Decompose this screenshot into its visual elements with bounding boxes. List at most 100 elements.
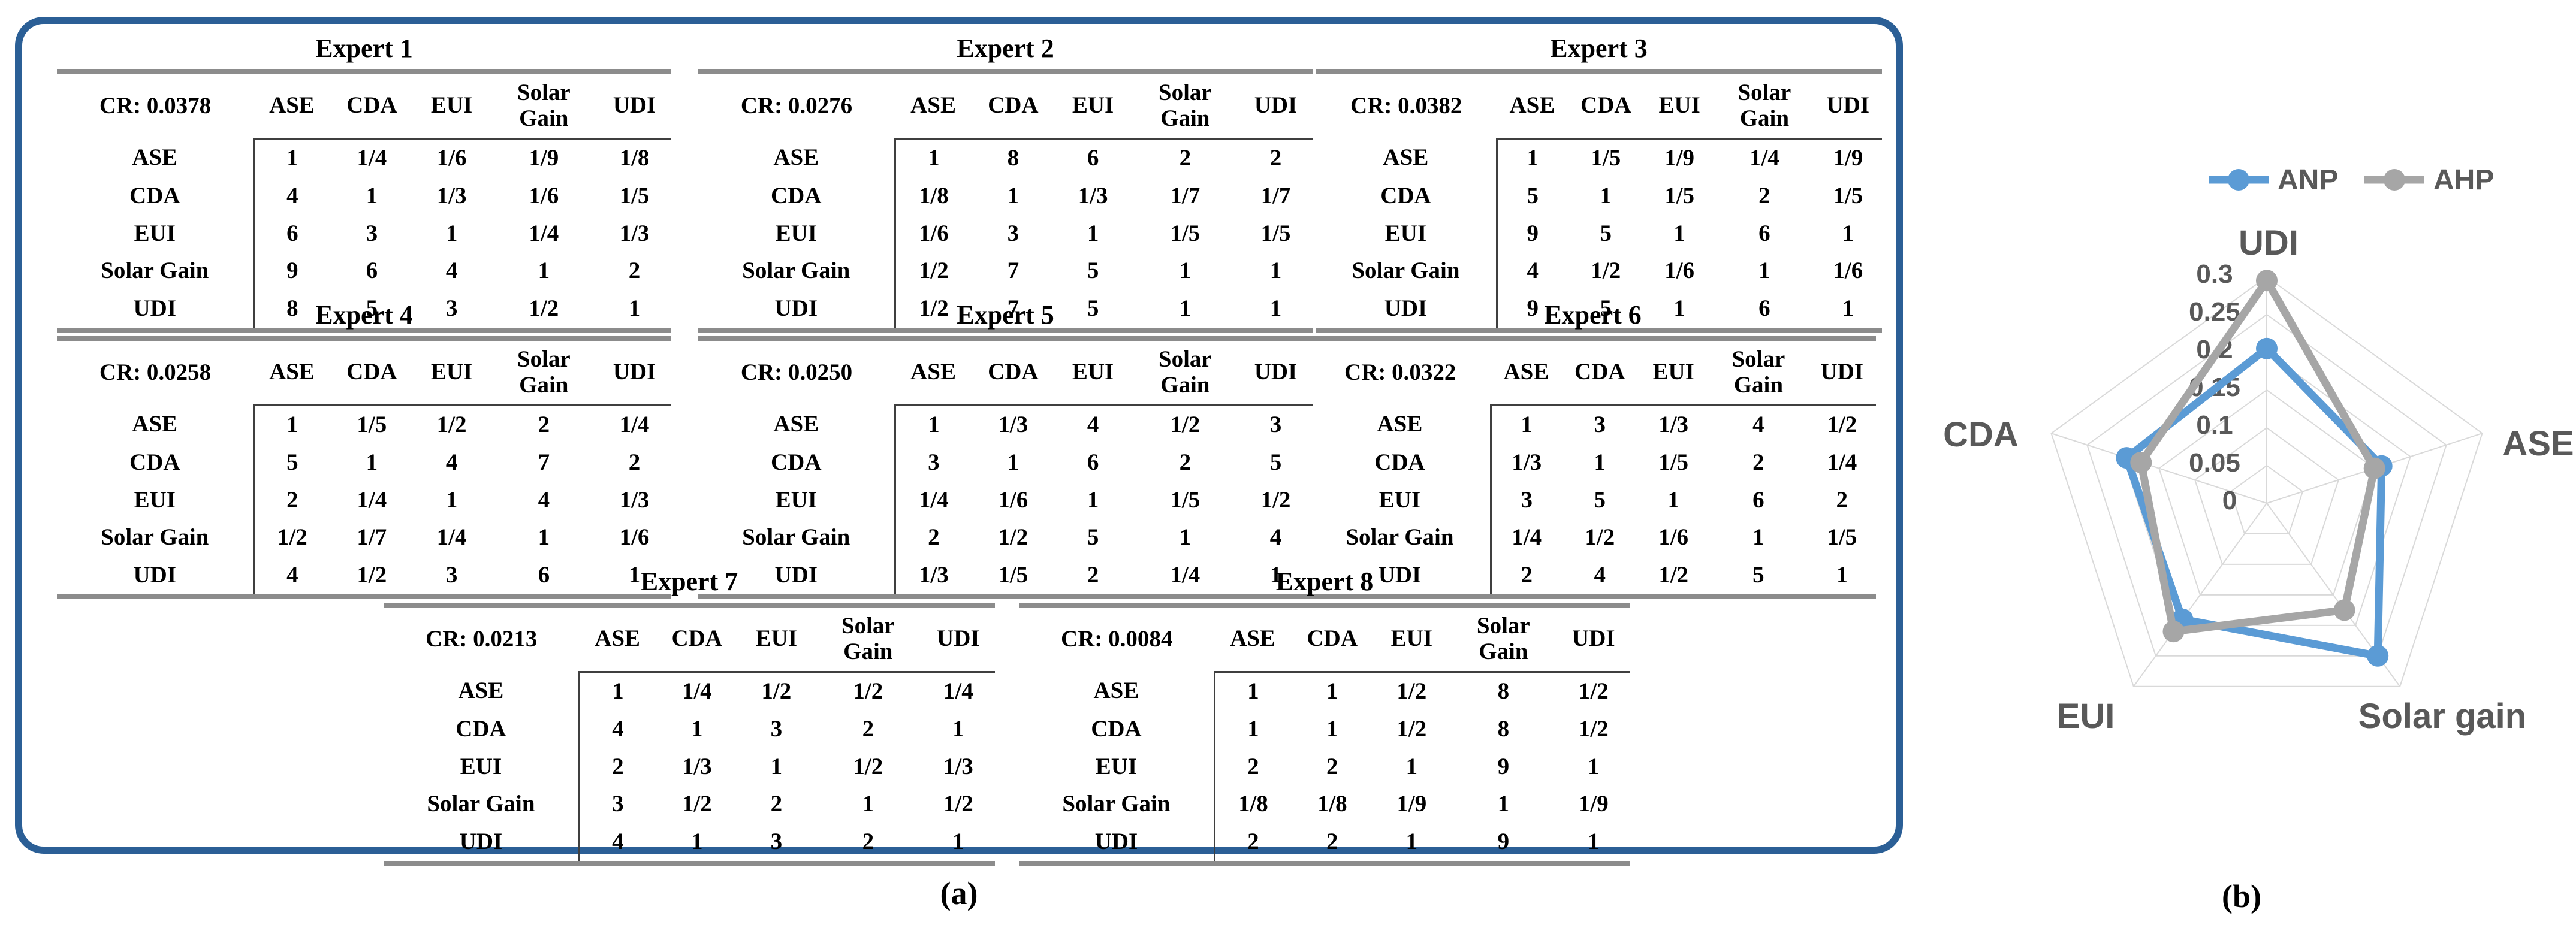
row-label: CDA [1374,449,1425,475]
pairwise-matrix: CR: 0.0084 ASE CDA EUI Solar Gain UDI ASE 1 1 1/2… [1019,603,1630,866]
matrix-cell: 6 [1758,220,1770,246]
matrix-cell: 1/4 [436,524,467,551]
legend-swatch-marker [2384,169,2405,191]
matrix-cell: 3 [894,443,972,482]
matrix-cell: 6 [252,214,331,253]
matrix-cell: 1/2 [1658,562,1689,588]
matrix-cell: 1 [252,405,331,444]
criterion-header: CDA [330,339,414,406]
criterion-header: CDA [972,339,1055,406]
matrix-cell: 1/4 [1749,144,1779,171]
matrix-cell: 1 [1087,486,1099,513]
matrix-cell: 5 [1087,524,1099,551]
row-label: EUI [1384,220,1427,246]
matrix-cell: 1/5 [1658,449,1689,475]
matrix-cell: 5 [1600,295,1612,322]
row-label: Solar Gain [1346,524,1454,551]
matrix-cell: 1/5 [1170,486,1200,513]
matrix-cell: 1 [770,753,783,779]
row-label: ASE [458,678,504,704]
matrix-cell: 5 [1269,449,1282,475]
matrix-cell: 4 [1087,411,1099,437]
criterion-header: EUI [413,72,490,140]
expert-table-6: Expert 6 CR: 0.0322 ASE CDA EUI Solar Gain UDI… [1310,300,1876,600]
matrix-cell: 1/8 [619,144,650,171]
matrix-cell: 1 [1179,295,1192,322]
row-label: CDA [129,182,180,208]
radar-tick-label: 0.05 [2189,448,2240,477]
matrix-cell: 1 [1405,829,1418,855]
matrix-cell: 1/9 [1396,791,1427,817]
matrix-cell: 2 [1752,449,1764,475]
matrix-cell: 2 [628,449,641,475]
pairwise-matrix: CR: 0.0213 ASE CDA EUI Solar Gain UDI ASE 1 1/4 1… [384,603,995,866]
matrix-cell: 1 [894,405,972,444]
matrix-cell: 1/5 [1591,144,1621,171]
expert-title: Expert 8 [1275,567,1374,596]
matrix-cell: 5 [1087,295,1099,322]
matrix-cell: 1 [1007,182,1019,208]
matrix-cell: 1/5 [357,411,387,437]
criterion-header: UDI [1239,339,1313,406]
radar-axis-label: CDA [1943,415,2019,454]
criterion-header: Solar Gain [1450,605,1557,673]
criterion-header: UDI [598,72,671,140]
cr-value: CR: 0.0276 [740,93,853,119]
matrix-cell: 1 [1213,672,1291,711]
row-label: ASE [1377,411,1423,437]
expert-table-3: Expert 3 CR: 0.0382 ASE CDA EUI Solar Gain UDI… [1316,33,1882,333]
radar-grid-ring [2158,389,2375,596]
matrix-cell: 4 [445,449,458,475]
data-point-marker-ahp [2363,457,2385,479]
pairwise-matrix: CR: 0.0382 ASE CDA EUI Solar Gain UDI ASE 1 1/5 1… [1316,69,1882,333]
matrix-cell: 1 [252,138,331,177]
row-label: CDA [1380,182,1431,208]
criterion-header: UDI [1239,72,1313,140]
matrix-cell: 7 [1007,258,1019,284]
matrix-cell: 9 [1495,290,1568,331]
expert-table-8: Expert 8 CR: 0.0084 ASE CDA EUI Solar Gain UDI… [1019,566,1630,866]
matrix-cell: 2 [1489,557,1562,597]
matrix-cell: 1/4 [357,144,387,171]
matrix-cell: 1/7 [357,524,387,551]
criterion-header: EUI [1644,72,1715,140]
matrix-cell: 1/8 [894,177,972,215]
matrix-cell: 4 [538,486,550,513]
matrix-cell: 1 [366,182,378,208]
matrix-cell: 4 [1594,562,1606,588]
data-point-marker-anp [2367,645,2389,667]
row-label: Solar Gain [742,258,850,284]
criterion-header: Solar Gain [815,605,922,673]
matrix-cell: 1 [690,829,703,855]
matrix-cell: 4 [252,177,331,215]
criterion-header: UDI [1557,605,1630,673]
row-label: ASE [132,411,178,437]
cr-value: CR: 0.0322 [1344,359,1456,386]
matrix-cell: 1/4 [943,678,973,704]
matrix-cell: 8 [1497,715,1510,742]
matrix-cell: 1/9 [1833,144,1863,171]
matrix-cell: 1 [690,715,703,742]
pairwise-matrix: CR: 0.0322 ASE CDA EUI Solar Gain UDI ASE 1 3 1/3… [1310,336,1876,600]
row-label: UDI [133,562,176,588]
criterion-header: CDA [1561,339,1639,406]
matrix-cell: 1 [1269,562,1282,588]
criterion-header: EUI [1373,605,1450,673]
radar-tick-label: 0.3 [2196,259,2233,289]
radar-axis-label: UDI [2239,223,2299,262]
matrix-cell: 1 [1269,295,1282,322]
criterion-header: EUI [1638,339,1709,406]
matrix-cell: 1/2 [1578,678,1609,704]
row-label: CDA [129,449,180,475]
matrix-cell: 3 [770,829,783,855]
matrix-cell: 1/4 [894,481,972,519]
row-label: UDI [1094,829,1138,855]
row-label: CDA [771,182,822,208]
matrix-cell: 4 [1752,411,1764,437]
row-label: EUI [134,220,176,246]
matrix-cell: 6 [1752,486,1764,513]
criterion-header: Solar Gain [1131,72,1239,140]
matrix-cell: 1 [538,524,550,551]
matrix-cell: 1/6 [1833,258,1863,284]
cr-value: CR: 0.0378 [99,93,212,119]
